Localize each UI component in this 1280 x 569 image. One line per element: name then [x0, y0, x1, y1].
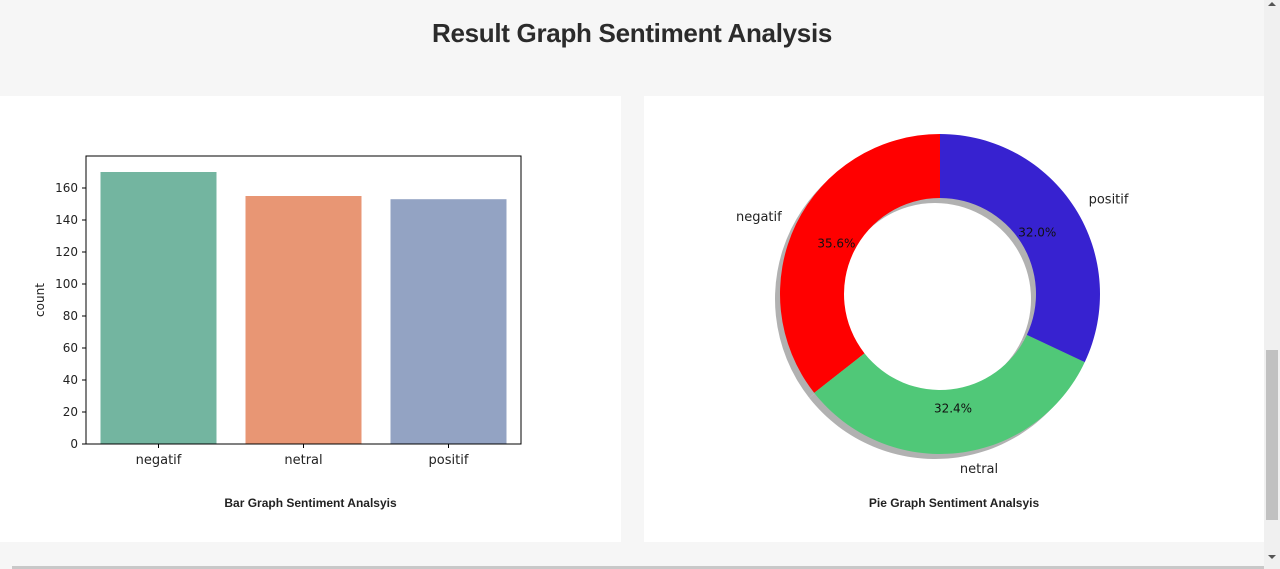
bar-netral [245, 196, 362, 444]
y-tick-label: 80 [63, 309, 78, 323]
horizontal-scrollbar[interactable] [12, 566, 1264, 569]
x-tick-label: positif [429, 453, 469, 468]
scrollbar-thumb[interactable] [1266, 350, 1278, 520]
x-tick-label: netral [284, 453, 322, 468]
y-tick-label: 100 [55, 277, 78, 291]
y-tick-label: 60 [63, 341, 78, 355]
slice-label: positif [1089, 193, 1129, 208]
pie-chart-card: negatif 35.6% netral 32.4% positif 32.0% Pie … [644, 96, 1264, 542]
scroll-up-arrow-icon[interactable] [1268, 2, 1276, 6]
slice-percent: 32.4% [934, 401, 972, 415]
slice-positif [940, 134, 1100, 363]
vertical-scrollbar[interactable] [1264, 0, 1280, 569]
slice-percent: 35.6% [817, 237, 855, 251]
bar-chart-caption: Bar Graph Sentiment Analsyis [224, 496, 397, 510]
slice-label: negatif [736, 210, 782, 225]
y-tick-label: 140 [55, 213, 78, 227]
y-tick-label: 0 [70, 437, 78, 451]
slice-netral [814, 334, 1085, 455]
y-tick-label: 20 [63, 405, 78, 419]
slice-label: netral [960, 462, 998, 477]
x-tick-label: negatif [136, 453, 182, 468]
bar-chart-card: negatif netral positif 0 20 40 60 80 100 120 140 16… [0, 96, 621, 542]
pie-chart-caption: Pie Graph Sentiment Analsyis [868, 496, 1040, 510]
slice-percent: 32.0% [1018, 225, 1056, 239]
slice-negatif [780, 134, 940, 393]
scroll-down-arrow-icon[interactable] [1268, 555, 1276, 559]
bar-positif [390, 199, 507, 444]
y-axis-label: count [33, 283, 47, 317]
y-tick-label: 120 [55, 245, 78, 259]
bar-chart: negatif netral positif 0 20 40 60 80 100 120 140 16… [33, 155, 522, 468]
y-tick-label: 160 [55, 181, 78, 195]
donut-chart: negatif 35.6% netral 32.4% positif 32.0% [736, 134, 1129, 477]
y-tick-label: 40 [63, 373, 78, 387]
bar-negatif [100, 172, 217, 444]
page-title: Result Graph Sentiment Analysis [431, 18, 833, 48]
